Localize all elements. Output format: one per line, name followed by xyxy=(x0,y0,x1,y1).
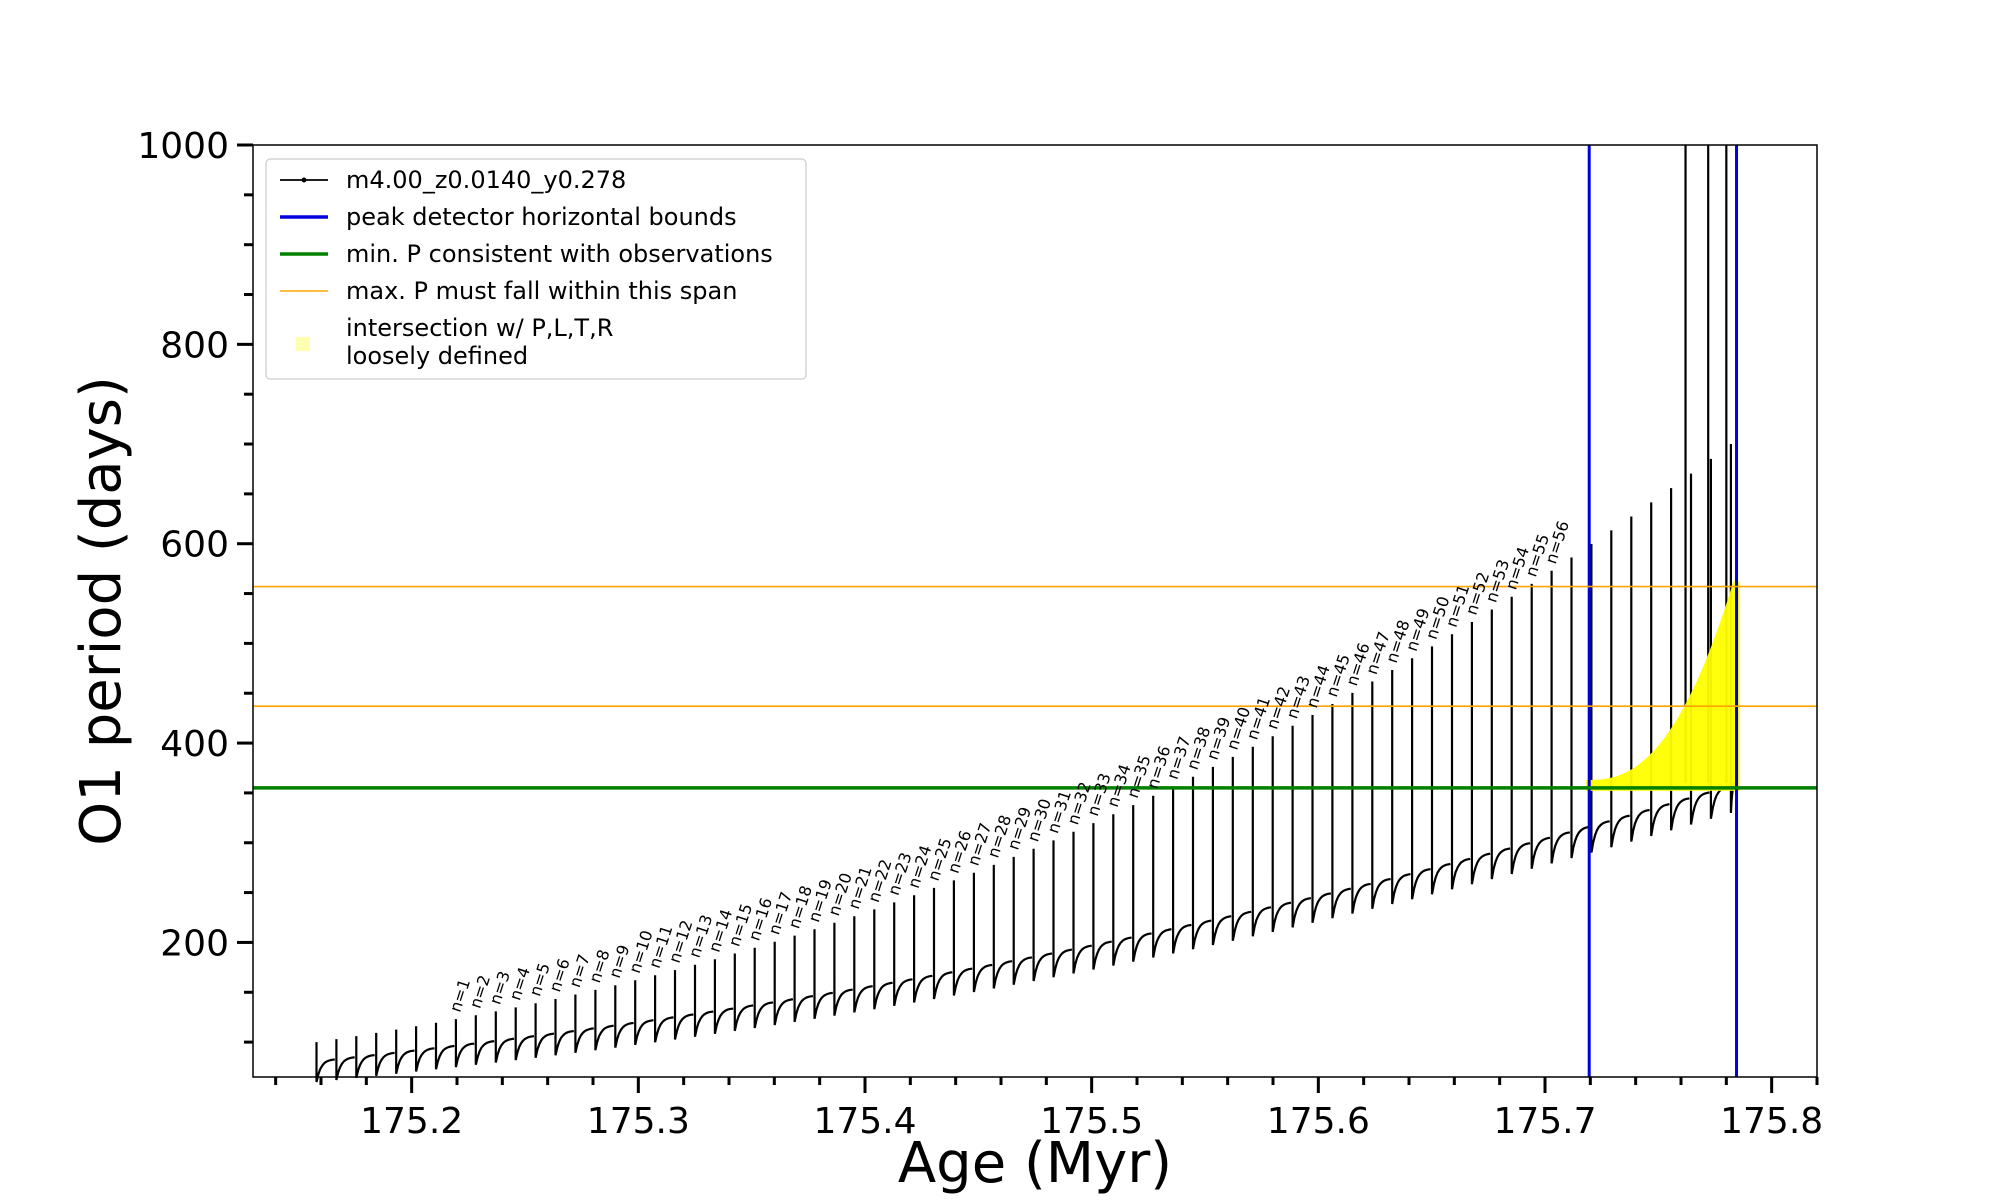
x-tick-label: 175.4 xyxy=(813,1101,916,1142)
x-tick-label: 175.7 xyxy=(1493,1101,1596,1142)
plot-data-layer xyxy=(315,145,1740,1083)
y-tick-label: 400 xyxy=(160,724,229,765)
x-axis-label: Age (Myr) xyxy=(898,1131,1172,1196)
x-tick-label: 175.3 xyxy=(587,1101,690,1142)
x-tick-label: 175.2 xyxy=(360,1101,463,1142)
legend-entry-line: loosely defined xyxy=(346,342,528,370)
plot-frame xyxy=(252,144,1818,1078)
legend-entry: m4.00_z0.0140_y0.278 xyxy=(346,166,626,194)
y-tick-label: 600 xyxy=(160,525,229,566)
axes-layer: 175.2 175.3 175.4 175.5 175.6 175.7 175.8 200 40… xyxy=(137,126,1823,1142)
x-tick-label: 175.8 xyxy=(1720,1101,1823,1142)
reference-lines-layer xyxy=(253,145,1817,1077)
intersection-region xyxy=(1586,580,1740,791)
legend-marker xyxy=(301,177,307,183)
y-tick-label: 800 xyxy=(160,325,229,366)
legend-entry: min. P consistent with observations xyxy=(346,240,773,268)
x-tick-label: 175.6 xyxy=(1267,1101,1370,1142)
peak-labels-layer: n=1n=2n=3n=4n=5n=6n=7n=8n=9n=10n=11n=12n… xyxy=(446,518,1573,1014)
legend-marker-highlight xyxy=(296,337,310,351)
series-m4-pulses xyxy=(315,444,1738,1083)
legend-entry-line: intersection w/ P,L,T,R xyxy=(346,314,613,342)
y-tick-label: 1000 xyxy=(137,126,229,167)
y-tick-label: 200 xyxy=(160,923,229,964)
legend-entry: peak detector horizontal bounds xyxy=(346,203,737,231)
y-axis-label: O1 period (days) xyxy=(69,376,134,846)
x-tick-label: 175.5 xyxy=(1040,1101,1143,1142)
legend-entry: max. P must fall within this span xyxy=(346,277,737,305)
legend-entry-highlight: intersection w/ P,L,T,R loosely defined xyxy=(346,314,613,370)
legend-box xyxy=(265,158,807,380)
